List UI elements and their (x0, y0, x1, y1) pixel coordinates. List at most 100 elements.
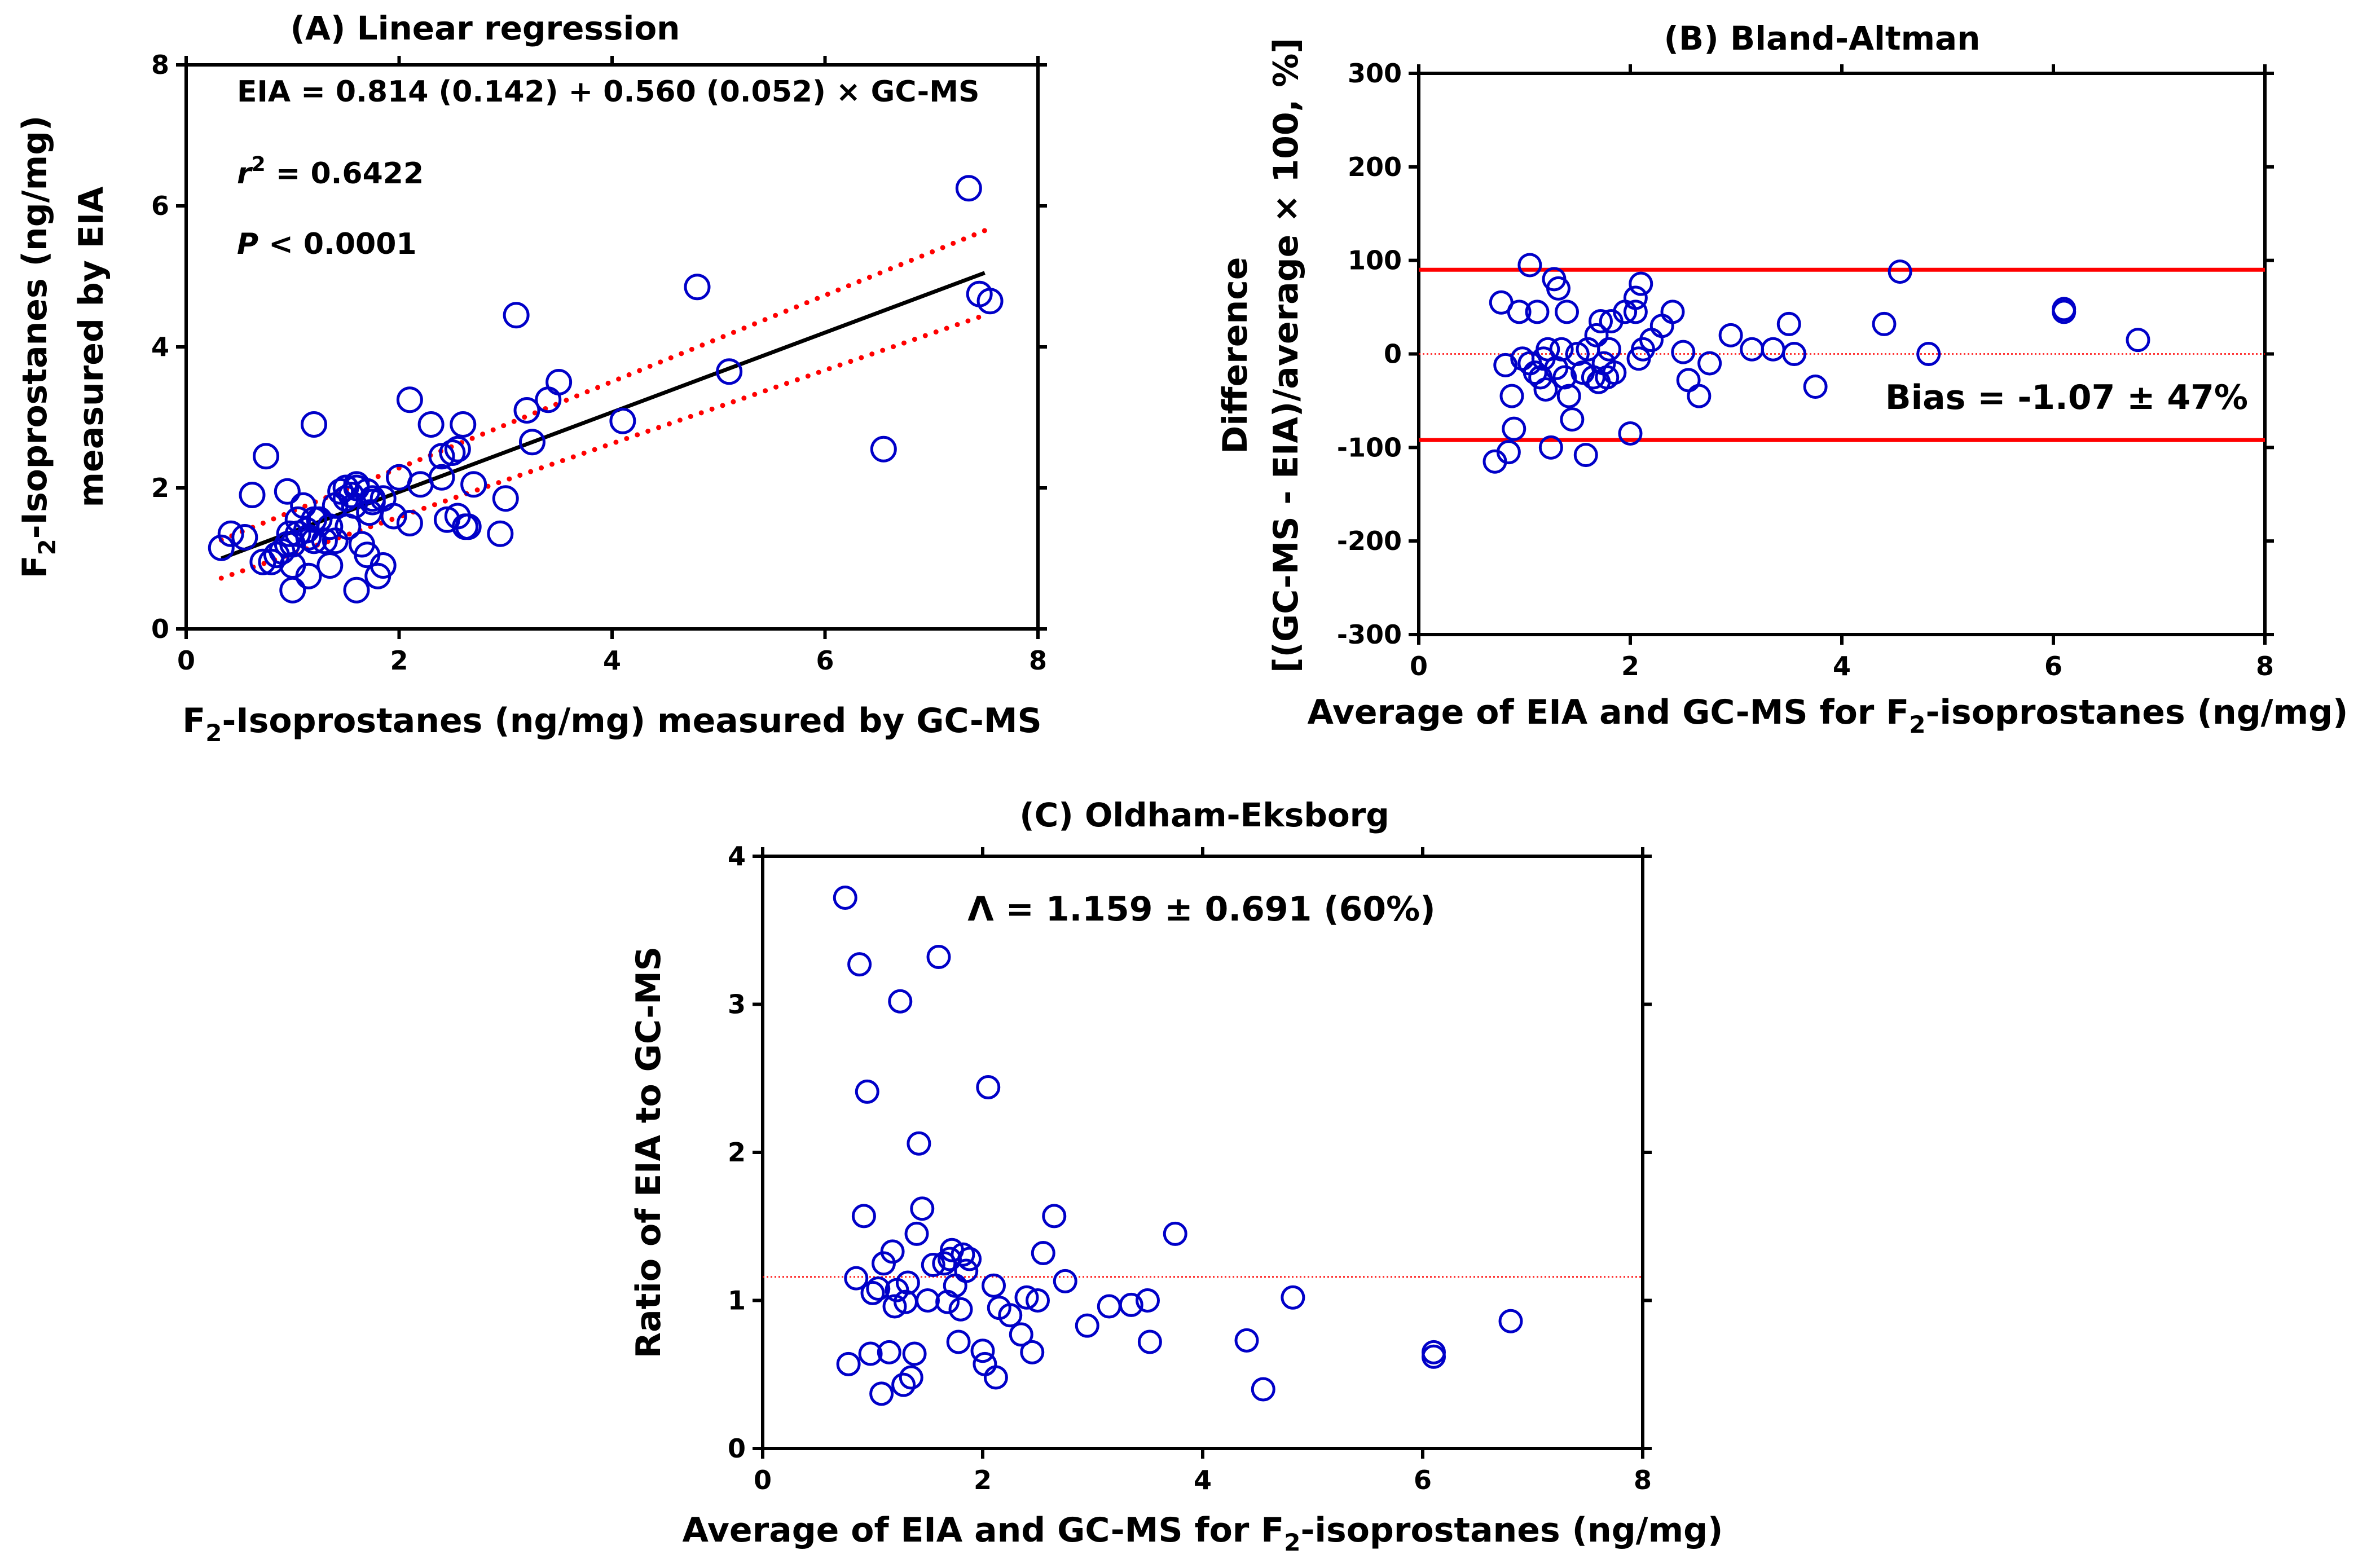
panel-b-ticks: 0 2 4 6 8 -300 -200 -100 0 100 200 300 (1337, 58, 2274, 681)
data-point (1026, 1288, 1050, 1313)
data-point (1671, 340, 1696, 364)
data-point (428, 443, 455, 470)
x-tick-label: 4 (603, 645, 621, 676)
panel-c-plot-frame (761, 855, 1644, 1450)
data-point (1776, 311, 1801, 336)
data-point (860, 1280, 885, 1305)
data-point (1552, 365, 1577, 390)
data-point (503, 302, 530, 329)
x-tick-label: 8 (1029, 645, 1047, 676)
r2-sup: 2 (252, 153, 266, 176)
data-point (902, 1341, 927, 1366)
panel-a-ticks: 0 2 4 6 8 0 2 4 6 8 (151, 50, 1047, 676)
data-point (369, 485, 397, 512)
data-point (970, 1339, 995, 1363)
x-tick-label: 2 (974, 1465, 992, 1495)
data-point (948, 1297, 973, 1322)
panel-c-oldham-eksborg: (C) Oldham-Eksborg 0 2 4 6 8 0 1 2 3 4 Λ = 1.159 … (629, 796, 1723, 1556)
x-tick-label: 6 (2044, 651, 2062, 681)
p-value: < 0.0001 (258, 227, 416, 261)
data-point (343, 474, 370, 501)
data-point (938, 1247, 962, 1271)
x-tick-label: 2 (390, 645, 408, 676)
x-tick-label: 4 (1833, 651, 1851, 681)
y-tick-label: 2 (151, 473, 169, 503)
data-point (452, 513, 479, 540)
data-point (1251, 1377, 1275, 1402)
data-point (1676, 368, 1701, 393)
data-point (301, 506, 327, 533)
y-label-post: -Isoprostanes (ng/mg) (15, 116, 55, 539)
data-point (1053, 1269, 1077, 1293)
data-point (982, 1273, 1006, 1298)
data-point (946, 1329, 971, 1354)
data-point (1422, 1344, 1446, 1369)
data-point (1573, 443, 1598, 468)
data-point (231, 524, 258, 551)
data-point (249, 548, 276, 575)
panel-c-points (833, 886, 1523, 1406)
data-point (921, 1253, 945, 1277)
data-point (973, 1351, 997, 1376)
data-point (684, 274, 711, 301)
data-point (1020, 1340, 1045, 1364)
data-point (1525, 300, 1550, 324)
y-tick-label: 4 (728, 841, 746, 871)
panel-c-ticks: 0 2 4 6 8 0 1 2 3 4 (728, 841, 1652, 1495)
data-point (926, 945, 951, 969)
panel-b-points (1482, 253, 2150, 474)
data-point (1163, 1221, 1187, 1246)
data-point (301, 527, 327, 554)
data-point (341, 492, 368, 519)
data-point (450, 411, 477, 438)
data-point (1555, 300, 1579, 324)
data-point (1589, 309, 1613, 333)
panel-a-y-axis-label-line2: measured by EIA (72, 186, 111, 508)
y-tick-label: 1 (728, 1285, 746, 1316)
data-point (1916, 342, 1941, 366)
x-label-post: -Isoprostanes (ng/mg) measured by GC-MS (222, 701, 1041, 741)
data-point (1234, 1328, 1259, 1353)
x-tick-label: 6 (816, 645, 834, 676)
data-point (851, 1204, 876, 1229)
data-point (877, 1340, 901, 1364)
x-tick-label: 2 (1621, 651, 1639, 681)
data-point (1498, 1309, 1523, 1333)
data-point (1538, 435, 1563, 460)
data-point (301, 411, 327, 438)
data-point (957, 1247, 982, 1271)
data-point (907, 1131, 931, 1156)
data-point (513, 397, 540, 424)
data-point (1502, 416, 1526, 441)
data-point (1493, 353, 1518, 377)
panel-b-y-axis-label-line1: Difference (1216, 257, 1255, 454)
y-tick-label: -200 (1337, 526, 1402, 556)
x-tick-label: 4 (1194, 1465, 1212, 1495)
data-point (976, 1075, 1001, 1099)
x-tick-label: 8 (2256, 651, 2274, 681)
b-x-label-sub: 2 (1909, 711, 1925, 738)
data-point (396, 510, 423, 536)
panel-a-title: (A) Linear regression (291, 9, 680, 47)
data-point (1618, 421, 1643, 446)
data-point (1042, 1204, 1067, 1229)
x-tick-label: 8 (1634, 1465, 1652, 1495)
b-x-label-post: -isoprostanes (ng/mg) (1926, 693, 2348, 732)
data-point (869, 1381, 894, 1406)
c-x-label-sub: 2 (1284, 1529, 1300, 1556)
data-point (847, 952, 872, 977)
data-point (487, 520, 514, 547)
data-point (1602, 360, 1627, 385)
panel-a-equation: EIA = 0.814 (0.142) + 0.560 (0.052) × GC… (237, 75, 979, 109)
x-tick-label: 0 (1410, 651, 1428, 681)
data-point (279, 531, 306, 558)
data-point (1014, 1285, 1039, 1310)
panel-b-bias-annotation: Bias = -1.07 ± 47% (1885, 378, 2248, 417)
data-point (1761, 337, 1785, 362)
data-point (1649, 314, 1674, 338)
data-point (2052, 300, 2077, 324)
data-point (1533, 377, 1558, 402)
y-tick-label: 100 (1348, 245, 1402, 276)
data-point (1136, 1288, 1160, 1313)
data-point (954, 1258, 979, 1283)
